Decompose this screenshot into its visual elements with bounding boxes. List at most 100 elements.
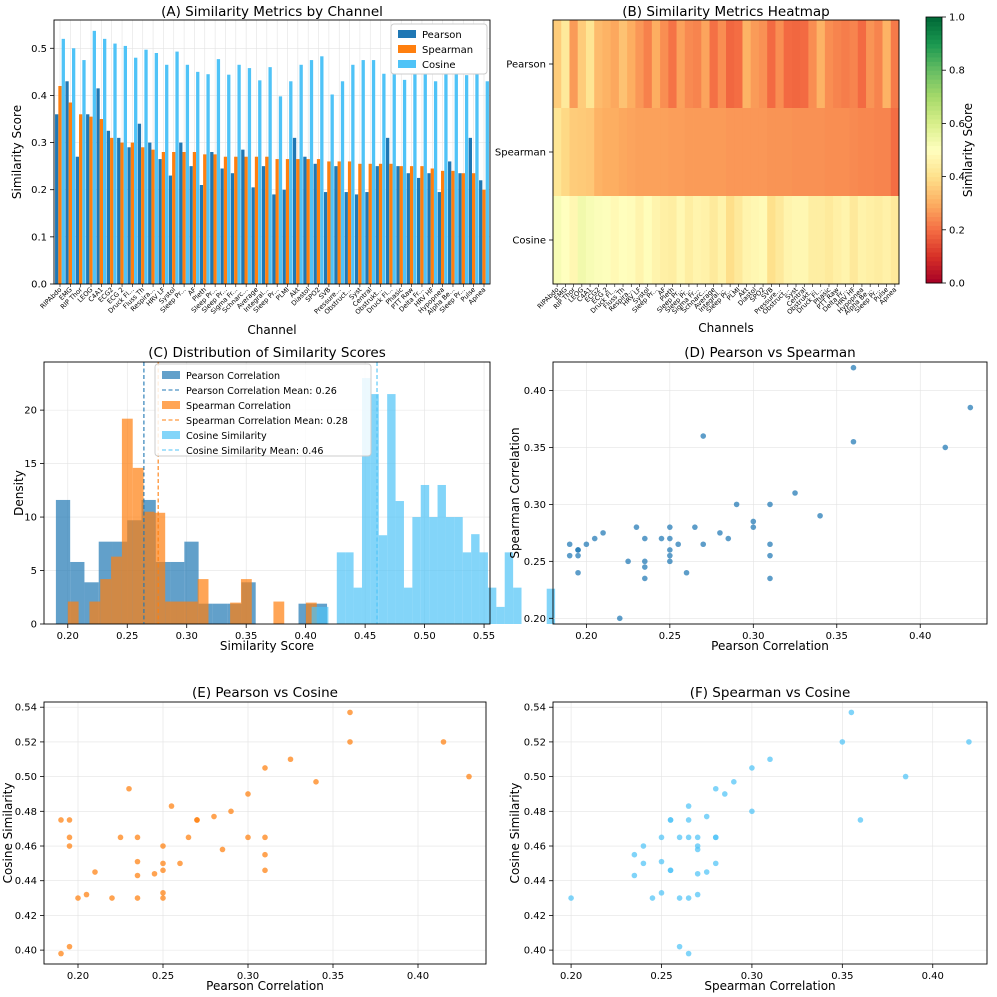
panel-f-ytick-label: 0.48	[524, 807, 546, 818]
panel-e-ytick-label: 0.48	[15, 807, 37, 818]
hist-bar-spearman	[132, 467, 144, 624]
hist-bar-cosine	[437, 484, 446, 624]
panel-e-frame	[43, 701, 487, 965]
bar-cosine	[196, 71, 200, 284]
legend-label-spearman: Spearman	[422, 45, 473, 56]
scatter-point	[66, 817, 73, 823]
scatter-point	[126, 785, 132, 792]
heatmap-cell	[808, 108, 818, 197]
scatter-point	[694, 834, 701, 841]
legend-swatch-pearson	[398, 30, 416, 38]
bar-cosine	[371, 60, 376, 285]
bar-spearman	[213, 154, 217, 284]
panel-b-xtick-label: AF	[656, 286, 668, 298]
panel-c-xlabel: Similarity Score	[220, 639, 314, 653]
panel-f-ylabel: Cosine Similarity	[508, 783, 522, 884]
panel-e-ytick-label: 0.46	[15, 842, 37, 853]
scatter-point	[685, 895, 692, 901]
scatter-point	[703, 813, 710, 820]
panel-f-ytick-label: 0.40	[524, 946, 546, 957]
colorbar-segment	[926, 92, 942, 98]
heatmap-cell	[701, 20, 710, 109]
bar-cosine	[144, 49, 148, 285]
scatter-point	[712, 785, 719, 792]
panel-d-xlabel: Pearson Correlation	[711, 639, 829, 653]
heatmap-cell	[610, 196, 620, 285]
hist-bar-spearman	[186, 601, 198, 624]
heatmap-cell	[866, 20, 875, 109]
colorbar-tick-label: 0.6	[949, 119, 965, 130]
legend-label-spearman: Spearman Correlation	[186, 401, 291, 412]
panel-c-ytick-label: 10	[24, 513, 37, 524]
bar-spearman	[254, 156, 259, 284]
bar-pearson	[479, 180, 483, 284]
heatmap-cell	[651, 108, 661, 197]
panel-e-ytick-label: 0.50	[15, 772, 37, 783]
heatmap-cell	[824, 20, 834, 109]
scatter-point	[649, 895, 656, 901]
bar-spearman	[337, 161, 341, 284]
colorbar-segment	[926, 123, 942, 129]
heatmap-cell	[816, 20, 826, 109]
colorbar-segment	[926, 127, 942, 133]
scatter-point	[750, 518, 757, 525]
bar-pearson	[354, 194, 359, 284]
colorbar-segment	[926, 158, 942, 164]
scatter-point	[151, 870, 158, 877]
scatter-point	[75, 895, 81, 901]
scatter-point	[667, 547, 673, 553]
bar-spearman	[203, 154, 207, 284]
scatter-point	[640, 860, 647, 867]
heatmap-cell	[553, 196, 562, 285]
heatmap-cell	[693, 20, 702, 109]
hist-bar-cosine	[462, 552, 472, 624]
hist-bar-spearman	[100, 579, 112, 624]
bar-cosine	[299, 64, 303, 285]
scatter-point	[658, 890, 665, 896]
scatter-point	[676, 943, 683, 950]
scatter-point	[658, 834, 665, 841]
hist-bar-cosine	[378, 535, 388, 624]
heatmap-cell	[594, 20, 603, 109]
panel-e-ytick-label: 0.44	[15, 876, 37, 887]
scatter-point	[767, 552, 773, 559]
heatmap-cell	[726, 108, 735, 197]
panel-f-ytick-label: 0.42	[524, 911, 546, 922]
scatter-point	[767, 575, 773, 582]
hist-bar-cosine	[345, 552, 354, 624]
heatmap-cell	[742, 196, 752, 285]
panel-e-ytick-label: 0.52	[15, 737, 37, 748]
heatmap-cell	[618, 108, 628, 197]
bar-cosine	[340, 81, 345, 285]
bar-spearman	[120, 142, 124, 284]
heatmap-cell	[643, 108, 653, 197]
scatter-point	[667, 552, 673, 559]
scatter-point	[616, 615, 623, 622]
bar-pearson	[313, 163, 317, 284]
hist-bar-spearman	[111, 556, 122, 624]
scatter-point	[83, 891, 90, 898]
heatmap-cell	[866, 196, 875, 285]
panel-c-ytick-label: 20	[24, 406, 37, 417]
bar-pearson	[96, 88, 100, 284]
bar-pearson	[168, 175, 173, 284]
scatter-point	[642, 558, 648, 565]
scatter-point	[109, 895, 115, 901]
panel-f-ytick-label: 0.46	[524, 842, 546, 853]
legend-label-cosine: Cosine Similarity	[186, 431, 267, 442]
scatter-point	[850, 364, 857, 371]
panel-e-ytick-label: 0.54	[15, 703, 37, 714]
heatmap-cell	[734, 20, 743, 109]
heatmap-cell	[717, 108, 727, 197]
hist-bar-spearman	[89, 601, 101, 624]
colorbar-segment	[926, 17, 942, 22]
legend-mean-label-cosine: Cosine Similarity Mean: 0.46	[186, 446, 323, 457]
bar-pearson	[86, 114, 90, 285]
bar-pearson	[406, 173, 410, 284]
bar-pearson	[396, 166, 400, 284]
scatter-point	[967, 404, 974, 411]
bar-pearson	[292, 137, 297, 284]
scatter-point	[676, 834, 683, 841]
scatter-point	[642, 564, 648, 570]
hist-bar-cosine	[319, 606, 329, 624]
